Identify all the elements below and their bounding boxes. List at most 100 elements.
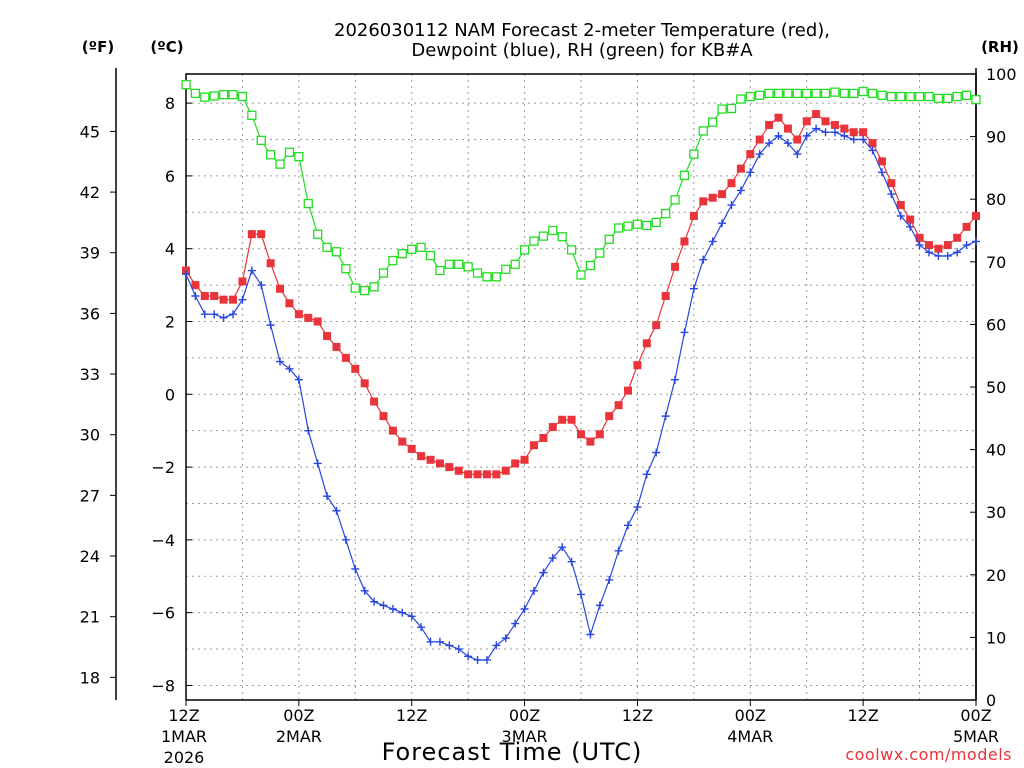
data-point-2-meter-temperature — [736, 164, 745, 173]
data-point-rh — [247, 110, 257, 120]
data-point-rh — [858, 86, 868, 97]
data-point-dewpoint — [783, 139, 792, 148]
data-point-rh — [416, 242, 426, 253]
data-point-2-meter-temperature — [276, 284, 285, 293]
data-point-dewpoint — [680, 328, 689, 337]
rh-tick-label: 80 — [986, 190, 1006, 209]
data-point-rh — [764, 88, 774, 99]
data-point-rh — [943, 93, 953, 104]
data-point-2-meter-temperature — [492, 470, 501, 479]
data-point-2-meter-temperature — [426, 455, 435, 464]
data-point-2-meter-temperature — [445, 463, 454, 472]
data-point-2-meter-temperature — [219, 295, 228, 304]
data-point-2-meter-temperature — [765, 120, 774, 129]
data-point-2-meter-temperature — [671, 262, 680, 271]
data-point-rh — [519, 245, 530, 255]
data-point-rh — [698, 126, 708, 136]
data-point-2-meter-temperature — [783, 124, 792, 133]
data-point-rh — [820, 88, 831, 99]
data-point-rh — [360, 285, 370, 296]
data-point-2-meter-temperature — [633, 361, 642, 370]
data-point-rh — [303, 198, 313, 209]
rh-tick-label: 40 — [986, 441, 1006, 460]
credit-label: coolwx.com/models — [845, 745, 1012, 764]
data-point-2-meter-temperature — [360, 379, 369, 388]
data-point-2-meter-temperature — [577, 430, 585, 439]
data-point-rh — [595, 248, 605, 258]
data-point-dewpoint — [351, 564, 360, 573]
data-point-2-meter-temperature — [755, 135, 764, 144]
data-point-rh — [190, 88, 201, 99]
data-point-dewpoint — [247, 266, 256, 275]
data-point-dewpoint — [191, 292, 200, 301]
data-point-rh — [623, 221, 633, 231]
data-point-2-meter-temperature — [501, 466, 510, 475]
data-point-dewpoint — [755, 150, 764, 159]
data-point-rh — [228, 90, 238, 100]
data-point-rh — [397, 249, 407, 259]
data-point-2-meter-temperature — [943, 241, 952, 250]
data-point-dewpoint — [586, 630, 595, 639]
data-point-2-meter-temperature — [398, 437, 407, 446]
data-point-dewpoint — [887, 190, 896, 199]
data-point-2-meter-temperature — [529, 441, 538, 450]
data-point-rh — [783, 88, 793, 99]
data-point-rh — [407, 244, 417, 254]
data-point-2-meter-temperature — [454, 466, 463, 475]
rh-tick-label: 20 — [986, 566, 1006, 585]
data-point-dewpoint — [360, 586, 369, 595]
data-point-2-meter-temperature — [896, 201, 905, 210]
x-tick-label-date: 2MAR — [276, 727, 322, 746]
data-point-2-meter-temperature — [830, 120, 839, 129]
data-point-dewpoint — [972, 237, 980, 246]
data-point-2-meter-temperature — [341, 353, 350, 362]
data-point-rh — [557, 232, 567, 242]
data-point-2-meter-temperature — [859, 128, 868, 137]
data-point-rh — [444, 259, 454, 269]
data-point-dewpoint — [953, 248, 962, 257]
data-point-rh — [660, 208, 671, 219]
data-point-dewpoint — [200, 310, 209, 319]
data-point-dewpoint — [445, 641, 454, 650]
data-point-dewpoint — [633, 503, 642, 512]
data-point-dewpoint — [877, 168, 886, 177]
fahrenheit-tick-label: 33 — [80, 365, 100, 384]
data-point-rh — [613, 223, 624, 233]
data-point-2-meter-temperature — [238, 277, 247, 286]
data-point-rh — [472, 268, 483, 278]
data-point-rh — [849, 88, 859, 99]
data-point-rh — [538, 231, 549, 241]
celsius-tick-label: −2 — [151, 458, 175, 477]
data-point-rh — [867, 88, 878, 99]
fahrenheit-tick-label: 27 — [80, 486, 100, 505]
data-point-rh — [454, 259, 464, 269]
data-point-dewpoint — [605, 575, 614, 584]
data-point-dewpoint — [285, 364, 294, 373]
data-point-dewpoint — [257, 281, 266, 290]
data-point-dewpoint — [313, 459, 322, 468]
data-point-rh — [256, 135, 266, 146]
x-tick-label-date: 3MAR — [502, 727, 548, 746]
data-point-2-meter-temperature — [247, 230, 256, 239]
data-point-2-meter-temperature — [229, 295, 238, 304]
data-point-rh — [717, 104, 727, 114]
series-dewpoint — [182, 124, 980, 664]
data-point-rh — [313, 229, 323, 239]
data-point-dewpoint — [774, 131, 783, 140]
data-point-dewpoint — [511, 619, 520, 628]
data-point-2-meter-temperature — [388, 426, 397, 435]
data-point-dewpoint — [943, 251, 952, 260]
data-point-dewpoint — [370, 597, 379, 606]
chart-grid — [186, 74, 976, 700]
fahrenheit-tick-label: 18 — [80, 668, 100, 687]
data-point-rh — [294, 151, 304, 162]
data-point-rh — [501, 264, 511, 274]
data-point-2-meter-temperature — [294, 310, 303, 319]
data-point-dewpoint — [830, 128, 839, 137]
data-point-dewpoint — [238, 295, 247, 304]
data-point-dewpoint — [266, 321, 275, 330]
data-point-rh — [736, 94, 746, 104]
data-point-dewpoint — [304, 426, 313, 435]
data-point-2-meter-temperature — [840, 124, 849, 133]
data-point-dewpoint — [915, 241, 924, 250]
